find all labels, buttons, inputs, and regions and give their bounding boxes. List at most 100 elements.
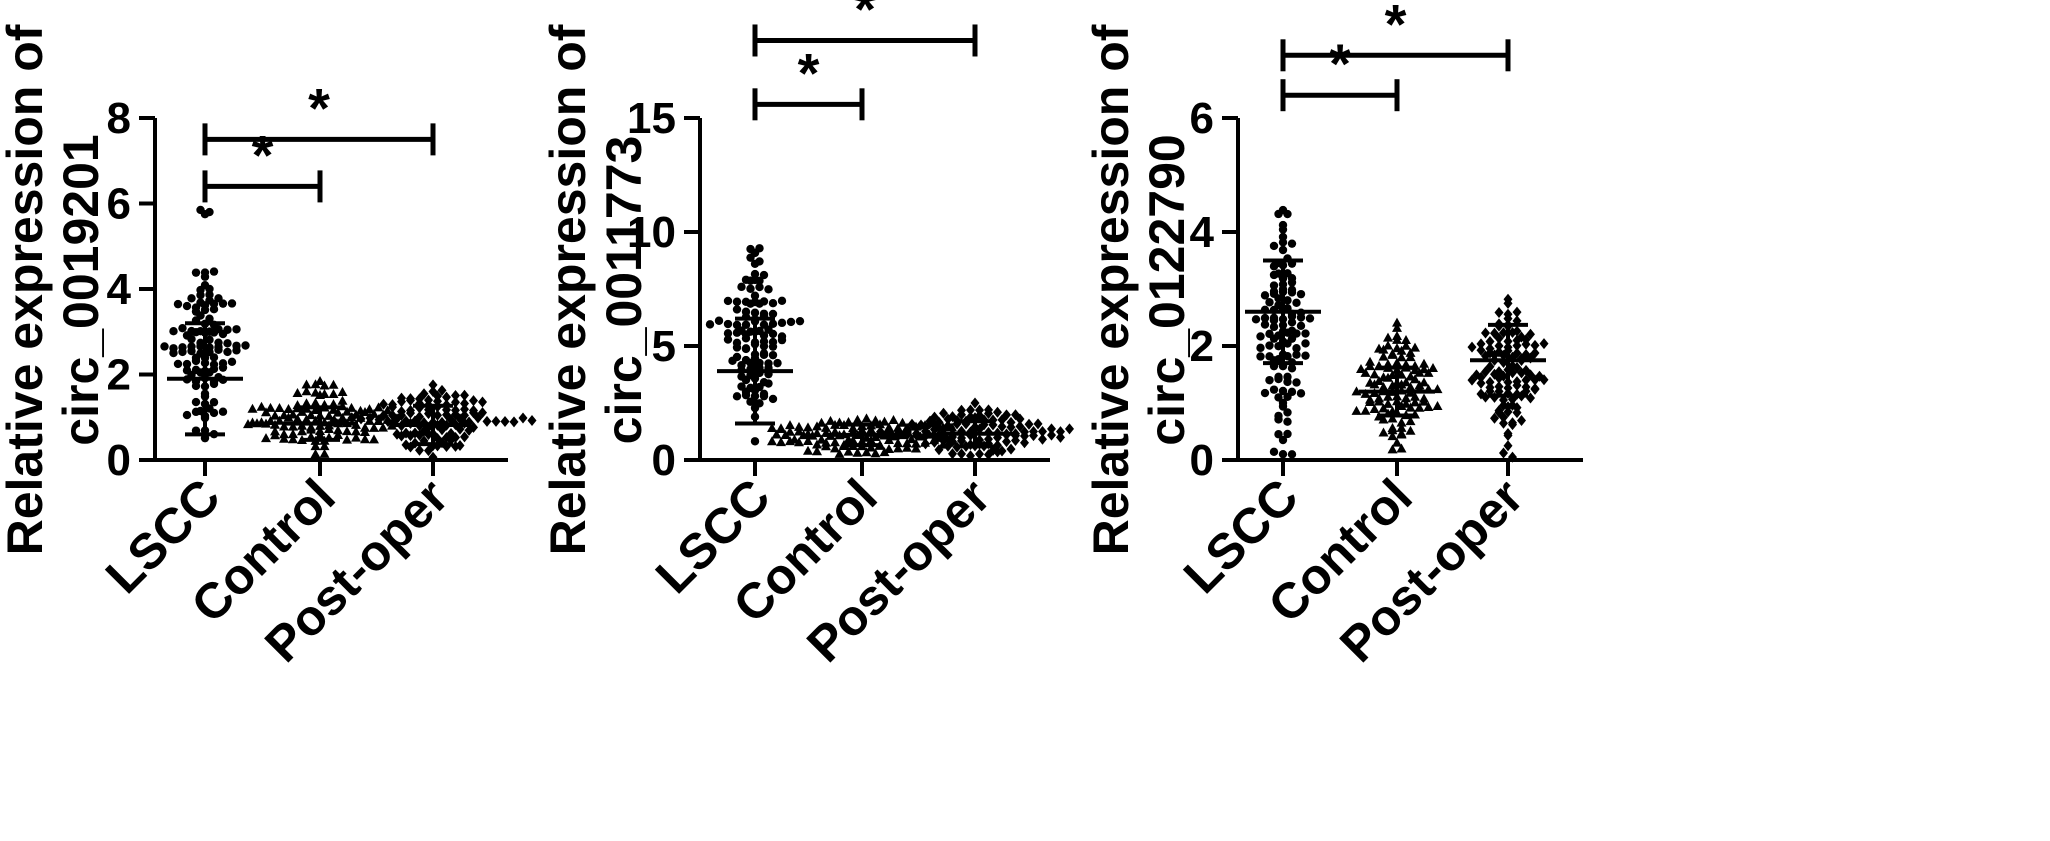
y-axis-label-line: Relative expression of xyxy=(0,24,53,555)
data-point-lscc xyxy=(218,363,228,372)
data-point-lscc xyxy=(741,320,751,329)
chart-panel-3: Relative expression ofcirc_01227900246LS… xyxy=(1083,0,1583,673)
data-point-lscc xyxy=(218,329,228,339)
data-point-post-oper xyxy=(916,419,926,431)
data-point-lscc xyxy=(1274,341,1283,351)
data-point-post-oper xyxy=(428,451,438,463)
data-point-control xyxy=(816,434,827,444)
data-point-control xyxy=(360,434,370,444)
data-point-post-oper xyxy=(1508,367,1517,379)
data-point-post-oper xyxy=(1503,427,1513,439)
data-point-control xyxy=(283,404,294,414)
data-point-lscc xyxy=(737,282,746,292)
data-point-control xyxy=(328,389,339,399)
data-point-lscc xyxy=(1278,449,1288,459)
data-point-lscc xyxy=(1260,320,1270,329)
data-point-post-oper xyxy=(1503,297,1513,309)
data-point-post-oper xyxy=(509,416,519,428)
data-point-control xyxy=(373,402,384,412)
data-point-control xyxy=(911,421,921,431)
data-point-lscc xyxy=(1287,326,1297,335)
data-point-lscc xyxy=(209,328,219,337)
data-point-lscc xyxy=(768,298,778,308)
data-point-post-oper xyxy=(1467,374,1477,386)
data-point-lscc xyxy=(723,296,733,306)
data-point-control xyxy=(279,433,289,443)
data-point-lscc xyxy=(232,325,241,334)
data-point-post-oper xyxy=(885,427,894,439)
data-point-lscc xyxy=(759,297,769,306)
data-point-lscc xyxy=(755,257,764,266)
data-point-post-oper xyxy=(1024,418,1034,430)
data-point-control xyxy=(1360,367,1371,377)
data-point-post-oper xyxy=(934,444,944,456)
data-point-lscc xyxy=(1269,322,1279,332)
y-tick-label: 4 xyxy=(1190,208,1215,257)
data-point-post-oper xyxy=(1476,371,1486,383)
data-point-control xyxy=(310,441,321,451)
data-point-post-oper xyxy=(1485,381,1495,393)
y-tick-label: 15 xyxy=(627,94,676,143)
data-point-control xyxy=(1396,417,1407,427)
data-point-lscc xyxy=(750,248,760,258)
data-point-control xyxy=(852,447,863,457)
data-point-control xyxy=(1414,380,1425,390)
data-point-lscc xyxy=(187,326,196,336)
data-point-control xyxy=(1414,367,1425,377)
data-point-lscc xyxy=(196,342,205,351)
data-point-lscc xyxy=(191,268,201,277)
data-point-post-oper xyxy=(442,391,451,403)
data-point-post-oper xyxy=(957,409,966,421)
data-point-control xyxy=(1383,372,1393,382)
data-point-post-oper xyxy=(415,444,424,456)
data-point-post-oper xyxy=(469,421,478,433)
data-point-control xyxy=(310,449,321,459)
data-point-post-oper xyxy=(1011,435,1020,447)
data-point-lscc xyxy=(773,358,782,368)
data-point-lscc xyxy=(182,410,192,420)
data-point-control xyxy=(776,437,786,447)
data-point-control xyxy=(821,441,831,451)
data-point-control xyxy=(785,426,795,436)
data-point-post-oper xyxy=(1029,430,1038,442)
data-point-control xyxy=(794,437,804,447)
data-point-control xyxy=(911,443,921,453)
data-point-control xyxy=(1401,393,1411,403)
data-point-control xyxy=(1392,322,1402,332)
data-point-control xyxy=(279,410,289,420)
data-point-control xyxy=(1392,437,1402,447)
data-point-lscc xyxy=(1274,374,1283,384)
data-point-post-oper xyxy=(1512,306,1522,318)
data-point-lscc xyxy=(1269,447,1279,457)
data-point-post-oper xyxy=(478,396,487,408)
data-point-post-oper xyxy=(1476,377,1486,389)
y-tick-label: 2 xyxy=(1190,322,1214,371)
data-point-control xyxy=(780,429,791,439)
data-point-post-oper xyxy=(1526,392,1535,404)
data-point-control xyxy=(292,403,303,413)
data-point-control xyxy=(812,439,822,449)
data-point-control xyxy=(1365,356,1375,366)
data-point-lscc xyxy=(732,343,742,352)
data-point-lscc xyxy=(741,390,751,400)
data-point-lscc xyxy=(786,317,796,327)
data-point-post-oper xyxy=(527,415,537,427)
data-point-lscc xyxy=(1269,270,1279,280)
data-point-control xyxy=(355,405,366,415)
y-tick-label: 5 xyxy=(652,322,676,371)
data-point-lscc xyxy=(759,389,769,399)
data-point-post-oper xyxy=(966,450,975,462)
y-tick-label: 10 xyxy=(627,208,676,257)
data-point-lscc xyxy=(214,294,223,303)
y-axis-label: Relative expression ofcirc_0122790 xyxy=(1083,24,1195,555)
data-point-control xyxy=(301,398,312,408)
data-point-control xyxy=(1383,332,1393,342)
data-point-lscc xyxy=(1278,205,1288,215)
data-point-post-oper xyxy=(934,416,944,428)
data-point-post-oper xyxy=(1490,412,1499,424)
data-point-post-oper xyxy=(939,407,948,419)
data-point-control xyxy=(1423,367,1434,377)
data-point-lscc xyxy=(1283,372,1292,382)
data-point-lscc xyxy=(232,346,241,355)
data-point-lscc xyxy=(746,397,755,406)
